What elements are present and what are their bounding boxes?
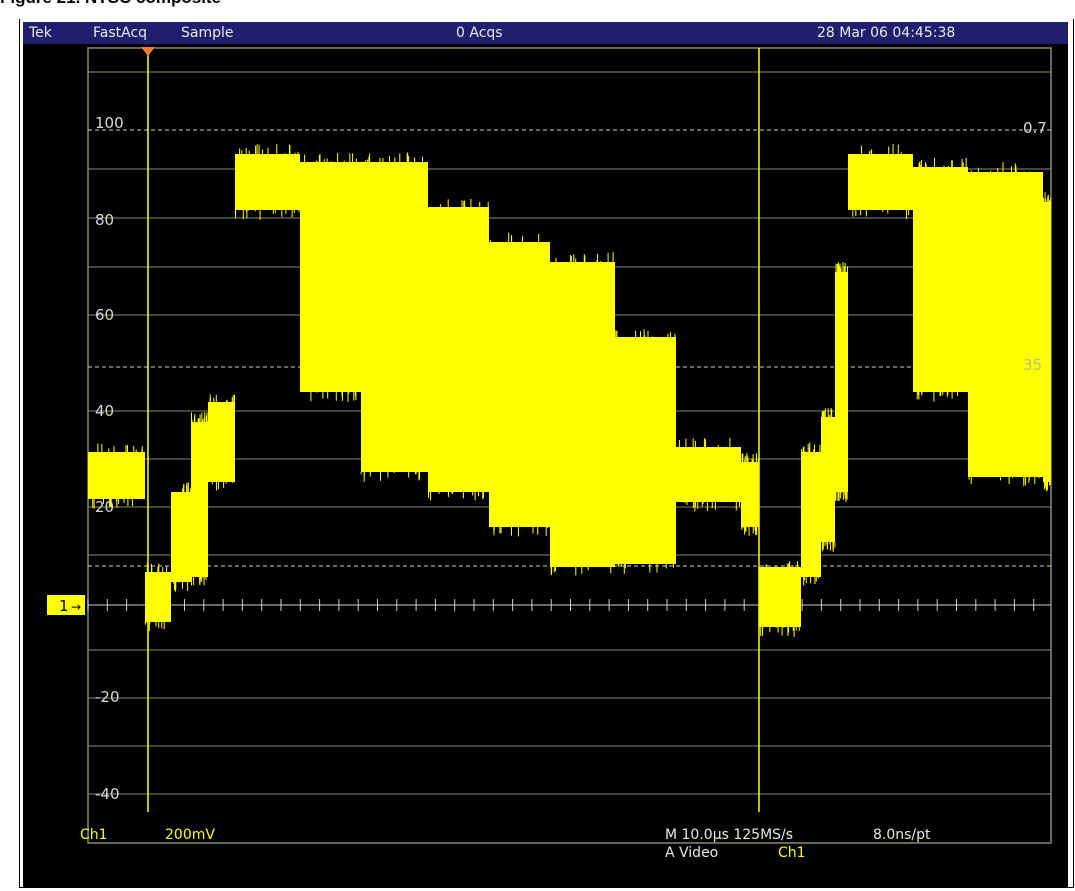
y-label-80: 80	[95, 211, 114, 229]
trace-segment	[171, 492, 191, 582]
trace-segment	[88, 452, 145, 499]
y-label-60: 60	[95, 306, 114, 324]
trace-segment	[676, 447, 741, 502]
resolution-label: 8.0ns/pt	[873, 827, 931, 843]
trace-segment	[1043, 202, 1051, 482]
trace-segment	[235, 154, 300, 210]
channel-label[interactable]: Ch1	[80, 827, 108, 843]
trace-segment	[489, 242, 550, 527]
y-label-minus-20: -20	[95, 688, 120, 706]
trace-segment	[759, 567, 801, 627]
y-label-20: 20	[95, 498, 114, 516]
trace-segment	[913, 167, 968, 392]
trace-segment	[145, 572, 171, 622]
oscilloscope-screen: Tek FastAcq Sample 0 Acqs 28 Mar 06 04:4…	[23, 22, 1068, 888]
trace-segment	[191, 422, 208, 577]
trace-segment	[835, 272, 848, 492]
trigger-source-label[interactable]: Ch1	[778, 845, 806, 861]
trace-segment	[300, 162, 361, 392]
cursor-label-mid: 35	[1023, 356, 1042, 374]
trace-segment	[361, 162, 428, 472]
timebase-label[interactable]: M 10.0µs 125MS/s	[665, 827, 793, 843]
trigger-position-marker	[141, 47, 155, 56]
y-label-40: 40	[95, 402, 114, 420]
trace-segment	[968, 172, 1043, 477]
trace-segment	[821, 417, 835, 542]
cursor-label-top: 0.7	[1023, 119, 1047, 137]
trace-segment	[741, 462, 759, 527]
trace-segment	[848, 154, 913, 210]
arrow-right-icon: →	[71, 600, 81, 614]
channel-1-marker-label: 1	[59, 597, 69, 615]
figure-caption: Figure 21. NTSC composite	[0, 0, 221, 8]
y-label-100: 100	[95, 114, 124, 132]
trigger-type-label[interactable]: A Video	[665, 845, 718, 861]
vertical-scale-label[interactable]: 200mV	[165, 827, 215, 843]
y-label-minus-40: -40	[95, 785, 120, 803]
trace-segment	[615, 337, 676, 564]
trace-segment	[801, 452, 821, 577]
trace-segment	[208, 402, 235, 482]
trace-segment	[428, 207, 489, 492]
waveform-display: 1 →	[23, 22, 1068, 888]
trace-segment	[550, 262, 615, 567]
